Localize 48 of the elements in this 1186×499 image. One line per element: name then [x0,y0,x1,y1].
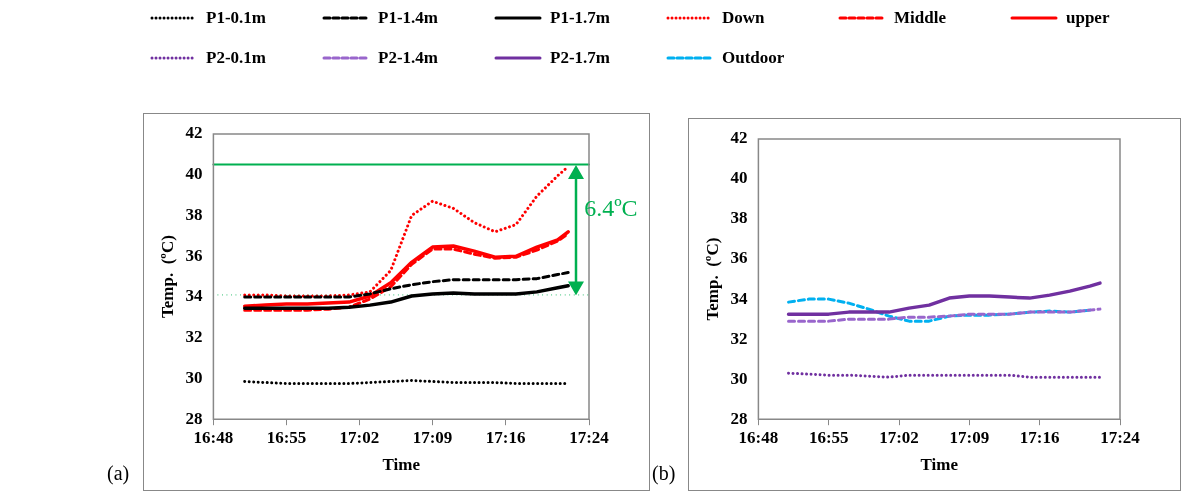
legend-label: P1-1.7m [550,8,610,28]
y-tick-label: 34 [730,288,748,308]
y-tick-label: 32 [730,328,748,348]
legend-label: P2-1.4m [378,48,438,68]
x-tick-label: 17:24 [569,427,610,447]
y-tick-label: 38 [730,208,748,228]
x-tick-label: 17:16 [1019,427,1060,447]
legend-label: Middle [894,8,946,28]
y-tick-label: 40 [185,164,203,184]
y-tick-label: 30 [730,368,748,388]
x-tick-label: 17:24 [1100,427,1141,447]
x-tick-label: 16:55 [808,427,849,447]
y-tick-label: 40 [730,168,748,188]
y-tick-label: 42 [730,128,748,148]
line-series [243,271,570,299]
x-tick-label: 16:48 [193,427,234,447]
legend-label: P1-0.1m [206,8,266,28]
annotation: 6.4ºC [584,195,638,222]
x-tick-label: 17:02 [879,427,919,447]
y-tick-label: 36 [730,248,748,268]
y-tick-label: 28 [185,408,203,428]
y-tick-label: 30 [185,367,203,387]
legend-label: P1-1.4m [378,8,438,28]
legend-label: Outdoor [722,48,785,68]
x-tick-label: 16:55 [266,427,307,447]
x-axis-title: Time [920,455,959,475]
legend-label: P2-0.1m [206,48,266,68]
legend-label: upper [1066,8,1110,28]
text: (a) [107,462,130,485]
legend-label: P2-1.7m [550,48,610,68]
line-series [243,165,570,298]
y-tick-label: 36 [185,245,203,265]
legend-label: Down [722,8,765,28]
x-axis-title: Time [382,455,421,475]
y-tick-label: 42 [185,123,203,143]
x-tick-label: 17:09 [412,427,453,447]
y-axis-title: Temp. (ºC) [702,237,722,321]
y-tick-label: 32 [185,327,203,347]
y-tick-label: 28 [730,408,748,428]
line-series [787,307,1102,323]
x-tick-label: 17:16 [485,427,526,447]
y-axis-title: Temp. (ºC) [157,235,177,319]
text: (b) [652,462,676,485]
x-tick-label: 17:02 [339,427,380,447]
x-tick-label: 16:48 [738,427,779,447]
y-tick-label: 38 [185,204,203,224]
y-tick-label: 34 [185,286,203,306]
x-tick-label: 17:09 [949,427,990,447]
